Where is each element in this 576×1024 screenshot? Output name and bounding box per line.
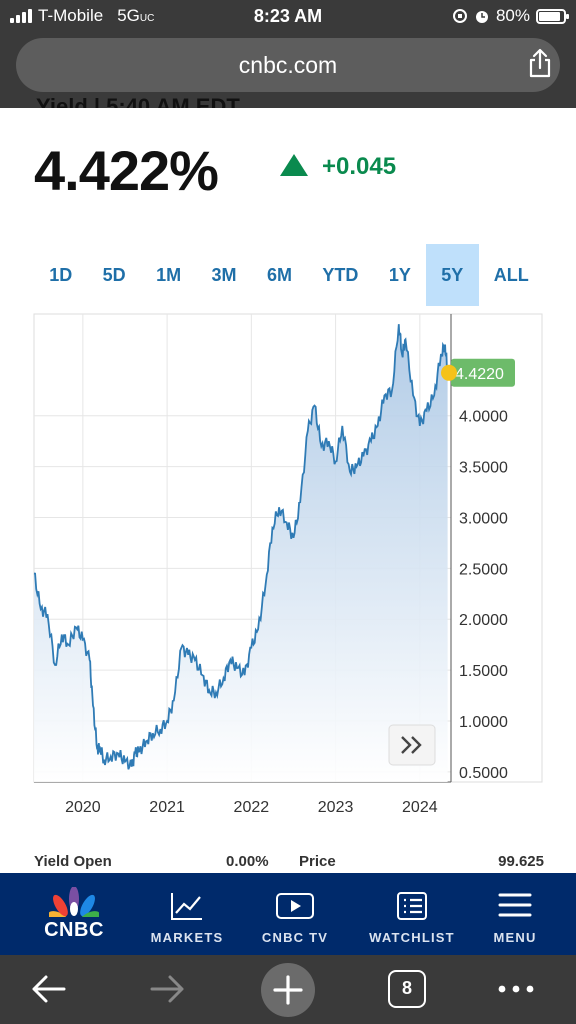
up-arrow-icon <box>280 154 308 176</box>
y-tick-label: 0.5000 <box>459 765 508 782</box>
range-tab-1m[interactable]: 1M <box>156 265 182 285</box>
rotation-lock-icon <box>452 9 467 23</box>
x-tick-label: 2023 <box>318 799 354 816</box>
last-value-dot <box>441 364 457 381</box>
y-tick-label: 3.0000 <box>459 510 508 527</box>
status-bar: T-Mobile 5GUC 8:23 AM 80% <box>0 0 576 34</box>
expand-chart-button[interactable] <box>388 724 436 766</box>
y-tick-label: 1.0000 <box>459 714 508 731</box>
nav-tv-label: CNBC TV <box>261 930 329 945</box>
brand-text: CNBC <box>44 919 104 941</box>
tv-play-icon <box>276 893 314 919</box>
expand-button-bg[interactable] <box>388 724 436 766</box>
browser-toolbar: 8 <box>0 955 576 1024</box>
carrier-label: T-Mobile <box>38 6 104 25</box>
hamburger-icon <box>498 893 532 917</box>
network-label: 5GUC <box>117 6 154 26</box>
network-type: 5G <box>117 6 140 25</box>
battery-percent: 80% <box>495 6 530 25</box>
nav-watchlist-label: WATCHLIST <box>369 930 455 945</box>
y-tick-label: 2.0000 <box>459 612 508 629</box>
nav-menu[interactable]: MENU <box>484 873 546 955</box>
yield-open-label: Yield Open <box>34 853 112 870</box>
nav-watchlist[interactable]: WATCHLIST <box>364 873 460 955</box>
price-label: Price <box>299 853 336 870</box>
forward-arrow-icon[interactable] <box>148 965 188 1013</box>
status-right: 80% <box>452 6 569 26</box>
y-axis-labels: 0.5000 1.0000 1.5000 2.0000 2.5000 3.0000 3.50… <box>459 409 508 782</box>
yield-line <box>33 324 449 770</box>
y-tick-label: 3.5000 <box>459 460 508 477</box>
yield-change: +0.045 <box>322 153 397 180</box>
nav-markets-label: MARKETS <box>150 930 224 945</box>
url-text: cnbc.com <box>238 52 338 78</box>
range-tabs: 1D 5D 1M 3M 6M YTD 1Y 5Y ALL <box>34 244 544 306</box>
range-tab-ytd[interactable]: YTD <box>322 265 359 285</box>
network-suffix: UC <box>139 13 155 24</box>
x-tick-label: 2022 <box>234 799 270 816</box>
status-time: 8:23 AM <box>253 6 323 26</box>
range-tab-1d[interactable]: 1D <box>49 265 73 285</box>
tab-count-button[interactable]: 8 <box>388 970 426 1008</box>
address-bar[interactable]: cnbc.com <box>16 38 560 92</box>
yield-area <box>34 324 448 782</box>
range-tab-all[interactable]: ALL <box>493 265 529 285</box>
yield-value: 4.422% <box>34 139 219 202</box>
alarm-icon <box>475 11 488 23</box>
share-icon[interactable] <box>526 48 554 78</box>
signal-icon <box>10 9 32 23</box>
nav-markets[interactable]: MARKETS <box>146 873 228 955</box>
header-clip <box>0 108 576 122</box>
cnbc-nav-bar: CNBC MARKETS CNBC TV WATCHLIST MENU <box>0 873 576 955</box>
price-value: 99.625 <box>498 853 544 870</box>
peacock-icon <box>49 887 99 917</box>
x-tick-label: 2020 <box>65 799 101 816</box>
last-value-text: 4.4220 <box>455 366 504 383</box>
yield-open-value: 0.00% <box>226 853 269 870</box>
battery-icon <box>536 8 569 24</box>
x-tick-label: 2024 <box>402 799 438 816</box>
range-tab-3m[interactable]: 3M <box>211 265 237 285</box>
cnbc-logo[interactable]: CNBC <box>30 873 118 955</box>
nav-menu-label: MENU <box>493 930 537 945</box>
info-row: Yield Open 0.00% Price 99.625 <box>34 853 544 873</box>
y-tick-label: 2.5000 <box>459 561 508 578</box>
x-tick-label: 2021 <box>149 799 185 816</box>
back-arrow-icon[interactable] <box>28 965 68 1013</box>
range-tab-6m[interactable]: 6M <box>266 265 292 285</box>
last-value-marker: 4.4220 <box>441 358 515 387</box>
yield-chart[interactable]: 0.5000 1.0000 1.5000 2.0000 2.5000 3.0000 3.50… <box>0 310 576 840</box>
range-tab-1y[interactable]: 1Y <box>388 265 411 285</box>
x-axis-labels: 2020 2021 2022 2023 2024 <box>65 799 438 816</box>
browser-address-area: cnbc.com <box>0 34 576 108</box>
y-tick-label: 1.5000 <box>459 663 508 680</box>
y-tick-label: 4.0000 <box>459 409 508 426</box>
status-left: T-Mobile 5GUC <box>10 6 154 26</box>
range-tab-5d[interactable]: 5D <box>102 265 126 285</box>
nav-cnbc-tv[interactable]: CNBC TV <box>252 873 338 955</box>
markets-chart-icon <box>171 893 202 920</box>
more-dots-icon[interactable] <box>496 965 536 1013</box>
double-chevron-icon[interactable] <box>401 736 422 754</box>
range-tab-5y[interactable]: 5Y <box>426 244 479 306</box>
new-tab-plus-icon[interactable] <box>260 962 316 1018</box>
battery-fill <box>539 11 560 21</box>
watchlist-icon <box>397 892 427 920</box>
last-value-tag <box>451 358 515 387</box>
